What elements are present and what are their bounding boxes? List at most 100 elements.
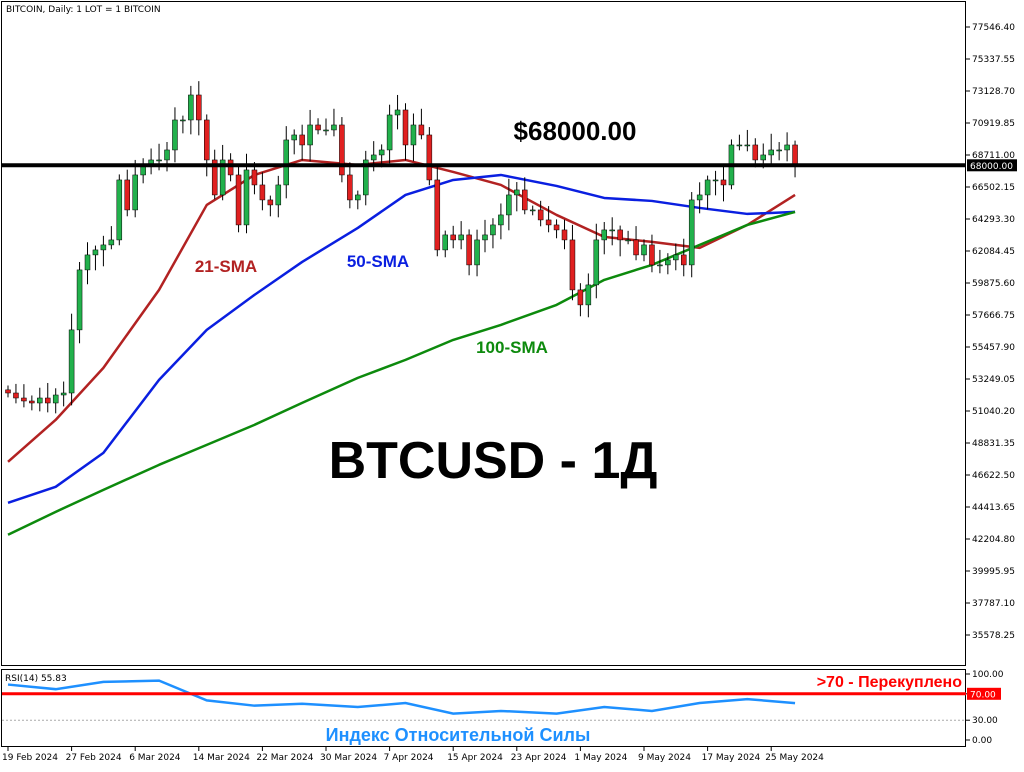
candle — [283, 126, 289, 199]
candle-body — [736, 144, 743, 147]
candle — [673, 243, 679, 271]
candle-body — [458, 234, 464, 241]
candle-body — [13, 392, 19, 399]
candle — [712, 170, 719, 196]
candle-body — [291, 134, 297, 141]
candle — [458, 221, 464, 250]
candle — [13, 383, 19, 404]
date-tick-label: 9 May 2024 — [638, 753, 691, 763]
candle — [561, 219, 568, 250]
candle-body — [331, 124, 337, 131]
candle — [5, 385, 11, 398]
candle-body — [450, 234, 456, 241]
candle — [386, 104, 393, 164]
candle — [752, 138, 759, 168]
candle — [768, 133, 774, 165]
candle-body — [37, 397, 43, 404]
candle-body — [696, 194, 703, 201]
candle — [315, 118, 321, 135]
candle — [657, 249, 663, 274]
candle-body — [235, 174, 242, 226]
date-tick-label: 25 May 2024 — [765, 753, 824, 763]
candle — [37, 387, 43, 412]
candle — [355, 190, 361, 210]
candle — [545, 206, 552, 233]
price-tick-label: 48831.35 — [972, 439, 1015, 449]
candle-body — [681, 254, 687, 266]
candle-body — [180, 119, 186, 122]
candle — [323, 118, 329, 136]
candle-body — [267, 199, 274, 206]
candle-body — [386, 114, 393, 151]
candle — [347, 162, 353, 209]
date-tick-label: 19 Feb 2024 — [2, 753, 58, 763]
candle — [553, 219, 560, 239]
price-tick-label: 68711.00 — [972, 151, 1015, 161]
candle-body — [577, 289, 584, 306]
candle — [180, 115, 186, 134]
candle-body — [506, 194, 512, 216]
candle — [577, 283, 584, 317]
candle-body — [434, 179, 441, 251]
candle-body — [752, 144, 759, 161]
date-tick-label: 15 Apr 2024 — [447, 753, 503, 763]
candle-body — [641, 244, 647, 256]
level-price-annotation: $68000.00 — [514, 116, 637, 146]
date-tick-label: 17 May 2024 — [702, 753, 761, 763]
candle-body — [204, 119, 210, 161]
price-tick-label: 39995.95 — [972, 567, 1015, 577]
candle — [251, 162, 258, 195]
candle — [394, 94, 401, 130]
price-tick-label: 64293.30 — [972, 215, 1015, 225]
candle-body — [593, 239, 600, 286]
date-tick-label: 1 May 2024 — [574, 753, 627, 763]
price-tick-label: 46622.50 — [972, 471, 1015, 481]
candle — [426, 127, 433, 186]
candle — [267, 195, 274, 217]
candle-body — [347, 174, 353, 201]
candle — [211, 149, 218, 200]
candle-body — [108, 239, 115, 246]
candle — [68, 313, 75, 406]
candle-body — [784, 144, 790, 151]
candle-body — [760, 154, 766, 161]
price-tick-label: 35578.25 — [972, 631, 1015, 641]
date-tick-label: 30 Mar 2024 — [320, 753, 377, 763]
candle — [291, 129, 297, 155]
candle-body — [426, 134, 433, 181]
candle-body — [442, 234, 448, 251]
candle — [219, 144, 226, 201]
candle-body — [164, 149, 170, 161]
candle-body — [315, 124, 321, 131]
candle — [593, 223, 600, 299]
candle — [307, 109, 313, 162]
candle-body — [545, 219, 552, 226]
candle-body — [569, 239, 576, 291]
candle — [609, 217, 615, 246]
candle-body — [21, 397, 27, 402]
price-tick-label: 37787.10 — [972, 599, 1015, 609]
candle-body — [561, 229, 568, 241]
candle — [696, 182, 703, 214]
candle-body — [259, 184, 266, 201]
candle — [498, 203, 504, 240]
candle-body — [633, 239, 639, 256]
candle-body — [617, 229, 623, 241]
candle — [506, 178, 512, 231]
price-tick-label: 51040.20 — [972, 407, 1015, 417]
sma100-annotation: 100-SMA — [476, 338, 548, 357]
date-tick-label: 23 Apr 2024 — [511, 753, 567, 763]
candle — [172, 107, 178, 163]
candle-body — [649, 244, 655, 266]
candle — [29, 395, 35, 411]
candle-body — [124, 179, 130, 211]
candle-body — [116, 179, 123, 241]
date-tick-label: 7 Apr 2024 — [384, 753, 434, 763]
candle-body — [720, 179, 727, 186]
candle-body — [744, 144, 751, 147]
candle-body — [355, 194, 361, 201]
price-tick-label: 59875.60 — [972, 279, 1015, 289]
candle — [331, 108, 337, 137]
candle-body — [410, 124, 417, 146]
